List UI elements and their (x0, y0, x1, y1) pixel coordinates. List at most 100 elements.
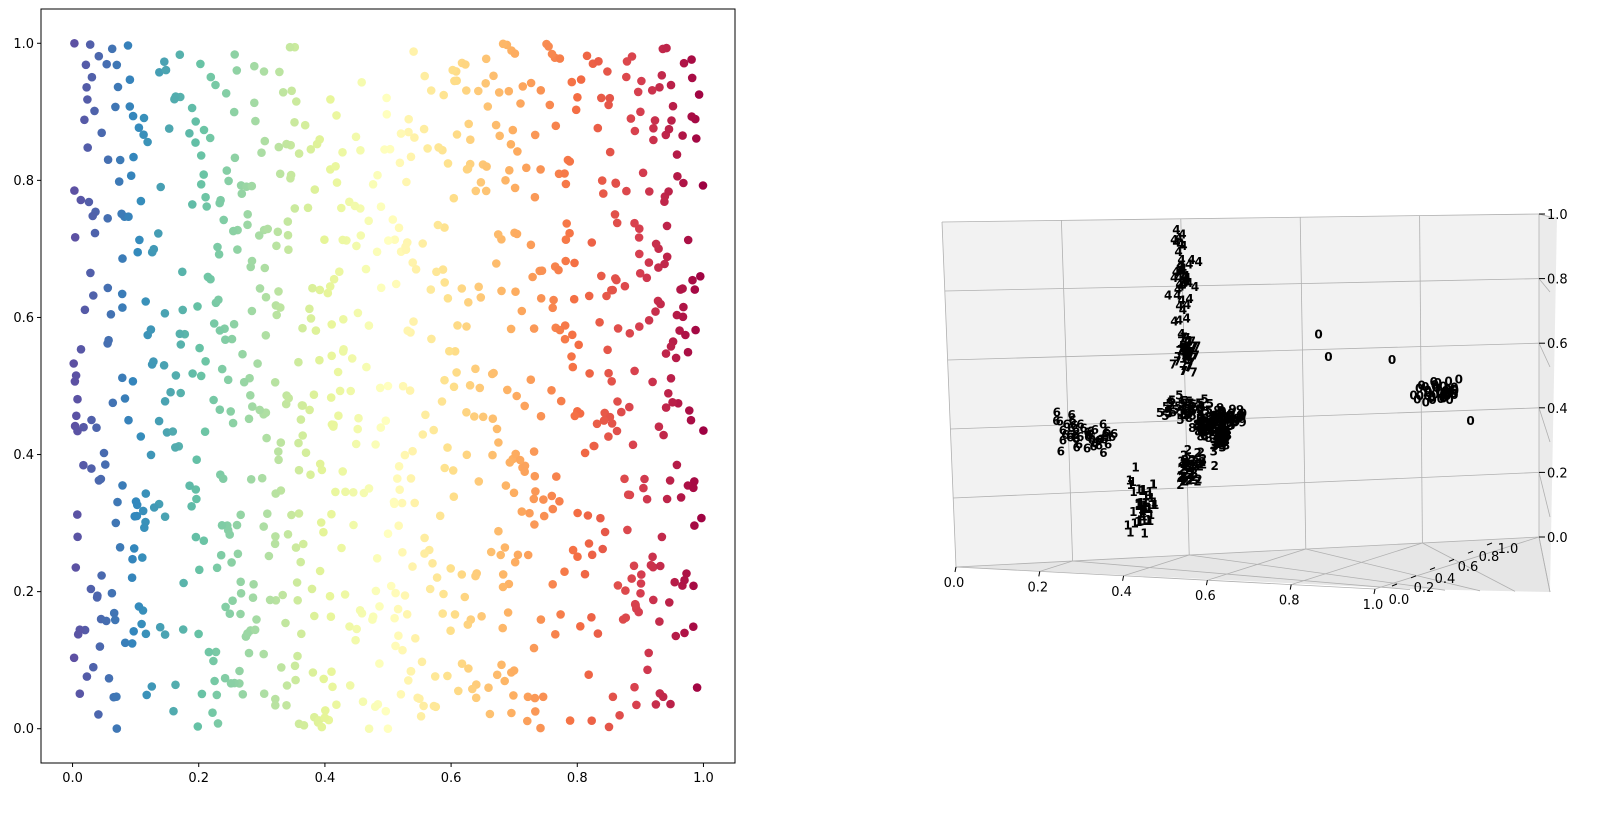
digit-point: 3 (1223, 428, 1231, 442)
scatter-point (339, 345, 348, 354)
scatter-point (278, 88, 288, 97)
scatter-point (191, 532, 201, 542)
digit-point: 1 (1140, 514, 1148, 528)
scatter-point (175, 50, 185, 59)
digit-point: 1 (1146, 514, 1154, 528)
digit-point: 6 (1072, 422, 1080, 436)
scatter-point (104, 674, 114, 683)
digit-point: 0 (1435, 385, 1443, 399)
scatter-point (697, 513, 706, 523)
digit-point: 0 (1431, 388, 1439, 402)
scatter-point (214, 250, 224, 259)
digit-point: 4 (1176, 259, 1184, 273)
scatter-point (426, 86, 436, 95)
scatter-point (196, 371, 206, 381)
scatter-point (129, 544, 139, 553)
scatter-point (580, 448, 590, 458)
scatter-point (515, 455, 525, 465)
digit-point: 1 (1141, 496, 1149, 510)
scatter-point (271, 489, 281, 498)
digit-point: 2 (1179, 475, 1187, 489)
scatter-point (394, 631, 403, 640)
scatter-point (243, 220, 252, 230)
digit-point: 0 (1444, 385, 1452, 399)
scatter-point (370, 702, 380, 711)
scatter-point (421, 410, 430, 420)
digit-point: 6 (1104, 438, 1112, 452)
y-tick-label: 0.8 (1479, 550, 1500, 565)
scatter-point (160, 309, 170, 318)
scatter-point (512, 391, 521, 401)
digit-point: 2 (1197, 446, 1205, 460)
scatter-point (599, 189, 608, 198)
scatter-point (79, 460, 88, 470)
scatter-point (530, 693, 540, 703)
scatter-point (111, 518, 121, 528)
scatter-point (523, 550, 533, 560)
digit-point: 6 (1108, 430, 1116, 444)
digit-point: 1 (1129, 505, 1137, 519)
scatter-point (562, 219, 571, 228)
scatter-point (651, 307, 660, 316)
scatter-point (328, 682, 337, 692)
scatter-point (611, 179, 621, 188)
scatter-point (134, 602, 144, 611)
digit-point: 4 (1182, 272, 1190, 286)
z-axis-ticks: 0.0 0.2 0.4 0.6 0.8 1.0 (1539, 208, 1568, 546)
y-tick-label: 0.4 (13, 448, 34, 463)
digit-point: 6 (1099, 417, 1107, 431)
digit-point: 2 (1196, 460, 1204, 474)
scatter-point (672, 150, 682, 159)
scatter-point (529, 643, 539, 653)
grid-line (1039, 560, 1073, 572)
scatter-point (73, 426, 82, 436)
scatter-point (115, 543, 125, 552)
digit-point: 7 (1181, 347, 1189, 361)
scatter-point (397, 498, 407, 508)
scatter-point (371, 440, 380, 449)
scatter-point (253, 359, 262, 368)
scatter-point (608, 692, 618, 702)
scatter-point (668, 398, 677, 407)
digit-point: 3 (1214, 433, 1222, 447)
digit-point: 2 (1181, 467, 1189, 481)
scatter-point (398, 381, 408, 391)
digit-point: 0 (1428, 393, 1436, 407)
grid-line (1538, 343, 1551, 368)
scatter-point (494, 88, 504, 97)
scatter-point (238, 690, 248, 699)
scatter-point (371, 586, 381, 596)
scatter-point (531, 487, 540, 496)
digit-point: 6 (1079, 421, 1087, 435)
digit-point: 9 (1217, 404, 1225, 418)
scatter-point (247, 181, 257, 191)
scatter-point (257, 148, 266, 157)
scatter-point (481, 186, 491, 196)
scatter-point (530, 520, 539, 529)
digit-point: 3 (1209, 439, 1217, 453)
digit-point: 3 (1217, 411, 1225, 425)
digit-point: 9 (1228, 403, 1236, 417)
scatter-point (461, 60, 470, 69)
digit-point: 3 (1206, 420, 1214, 434)
scatter-point (642, 494, 652, 504)
digit-point: 9 (1218, 406, 1226, 420)
scatter-point (573, 508, 582, 518)
digit-point: 8 (1211, 414, 1219, 428)
digit-point: 2 (1186, 468, 1194, 482)
grid-line (941, 221, 957, 568)
scatter-point (523, 716, 532, 726)
digit-point: 3 (1212, 430, 1220, 444)
scatter-point (94, 710, 103, 719)
digit-point: 1 (1138, 484, 1146, 498)
scatter-point (453, 321, 462, 330)
scatter-point (522, 163, 531, 173)
scatter-point (164, 124, 174, 133)
scatter-point (530, 471, 540, 481)
digit-point: 8 (1208, 417, 1216, 431)
scatter-point (271, 532, 280, 541)
scatter-point (597, 176, 607, 185)
digit-point: 7 (1182, 331, 1190, 345)
scatter-point (103, 339, 112, 348)
scatter-point (353, 424, 363, 434)
